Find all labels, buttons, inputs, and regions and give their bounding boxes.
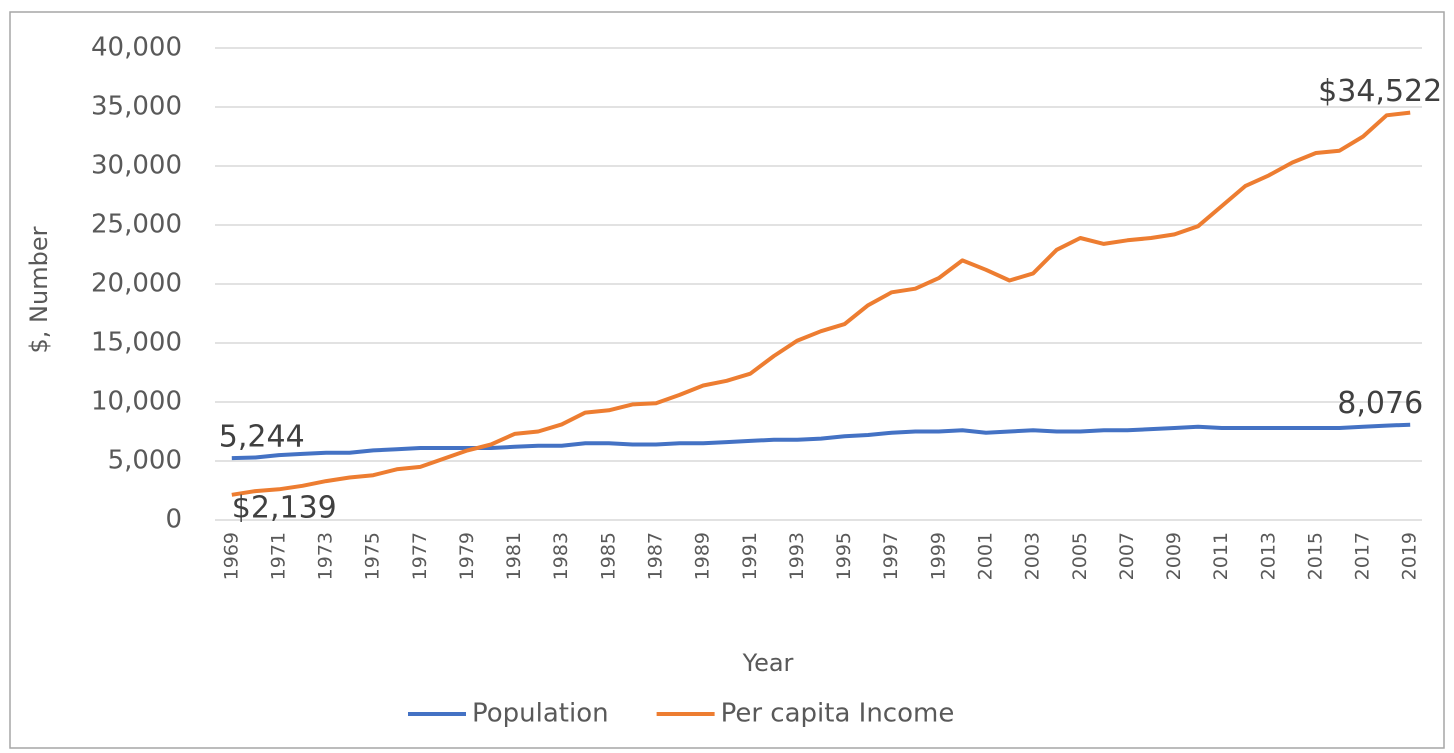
x-tick-label: 2001 [974, 532, 996, 580]
x-tick-label: 1981 [503, 532, 525, 580]
y-tick-label: 30,000 [91, 151, 182, 181]
data-line [231, 110, 1411, 497]
x-tick-label: 1995 [833, 532, 855, 580]
x-tick-label: 1975 [362, 532, 384, 580]
legend-label: Population [472, 699, 609, 729]
x-tick-label: 1987 [645, 532, 667, 580]
x-tick-label: 2011 [1210, 532, 1232, 580]
x-tick-label: 2013 [1257, 532, 1279, 580]
data-label: $2,139 [232, 490, 337, 525]
x-tick-label: 1979 [456, 532, 478, 580]
data-label: $34,522 [1318, 74, 1442, 109]
y-tick-label: 5,000 [108, 446, 182, 476]
y-axis-label: $, Number [25, 226, 53, 353]
y-tick-label: 20,000 [91, 269, 182, 299]
x-tick-label: 1999 [927, 532, 949, 580]
x-tick-label: 1985 [597, 532, 619, 580]
x-axis-label: Year [742, 649, 794, 677]
x-tick-label: 1969 [220, 532, 242, 580]
x-tick-label: 1983 [550, 532, 572, 580]
y-tick-label: 35,000 [91, 92, 182, 122]
x-tick-label: 2019 [1399, 532, 1421, 580]
x-tick-label: 2007 [1116, 532, 1138, 580]
x-tick-label: 1991 [739, 532, 761, 580]
y-tick-label: 15,000 [91, 328, 182, 358]
x-tick-label: 2015 [1304, 532, 1326, 580]
x-tick-label: 1989 [692, 532, 714, 580]
x-tick-label: 2003 [1022, 532, 1044, 580]
x-tick-label: 1973 [315, 532, 337, 580]
y-tick-label: 25,000 [91, 210, 182, 240]
y-tick-label: 40,000 [91, 33, 182, 63]
legend-label: Per capita Income [721, 699, 955, 729]
data-label: 5,244 [219, 420, 305, 455]
x-tick-label: 2017 [1352, 532, 1374, 580]
x-tick-label: 1977 [409, 532, 431, 580]
y-tick-label: 10,000 [91, 387, 182, 417]
x-tick-label: 2009 [1163, 532, 1185, 580]
x-tick-label: 2005 [1069, 532, 1091, 580]
data-line [231, 422, 1411, 461]
x-tick-label: 1997 [880, 532, 902, 580]
y-tick-label: 0 [165, 505, 182, 535]
x-tick-label: 1971 [267, 532, 289, 580]
data-label: 8,076 [1337, 386, 1423, 421]
x-tick-label: 1993 [786, 532, 808, 580]
